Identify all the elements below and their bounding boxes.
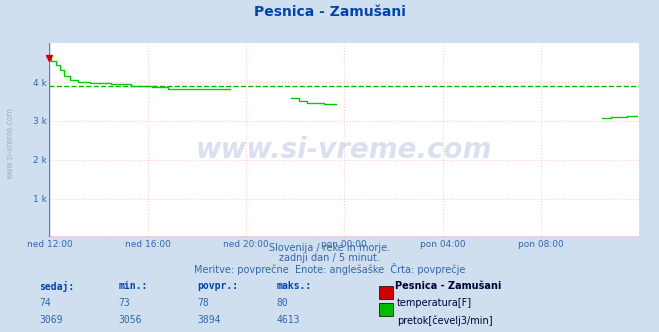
Text: sedaj:: sedaj: <box>40 281 74 291</box>
Text: 80: 80 <box>277 298 289 308</box>
Text: 78: 78 <box>198 298 210 308</box>
Text: Pesnica - Zamušani: Pesnica - Zamušani <box>395 281 501 290</box>
Text: 4613: 4613 <box>277 315 301 325</box>
Text: temperatura[F]: temperatura[F] <box>397 298 472 308</box>
Text: pretok[čevelj3/min]: pretok[čevelj3/min] <box>397 315 492 326</box>
Text: 3069: 3069 <box>40 315 63 325</box>
Text: www.si-vreme.com: www.si-vreme.com <box>196 136 492 164</box>
Text: povpr.:: povpr.: <box>198 281 239 290</box>
Text: 3056: 3056 <box>119 315 142 325</box>
Text: Meritve: povprečne  Enote: anglešaške  Črta: povprečje: Meritve: povprečne Enote: anglešaške Črt… <box>194 263 465 275</box>
Text: min.:: min.: <box>119 281 148 290</box>
Text: maks.:: maks.: <box>277 281 312 290</box>
Text: zadnji dan / 5 minut.: zadnji dan / 5 minut. <box>279 253 380 263</box>
Text: www.si-vreme.com: www.si-vreme.com <box>5 107 14 179</box>
Text: 73: 73 <box>119 298 130 308</box>
Text: Pesnica - Zamušani: Pesnica - Zamušani <box>254 5 405 19</box>
Text: 3894: 3894 <box>198 315 221 325</box>
Text: Slovenija / reke in morje.: Slovenija / reke in morje. <box>269 243 390 253</box>
Text: 74: 74 <box>40 298 51 308</box>
